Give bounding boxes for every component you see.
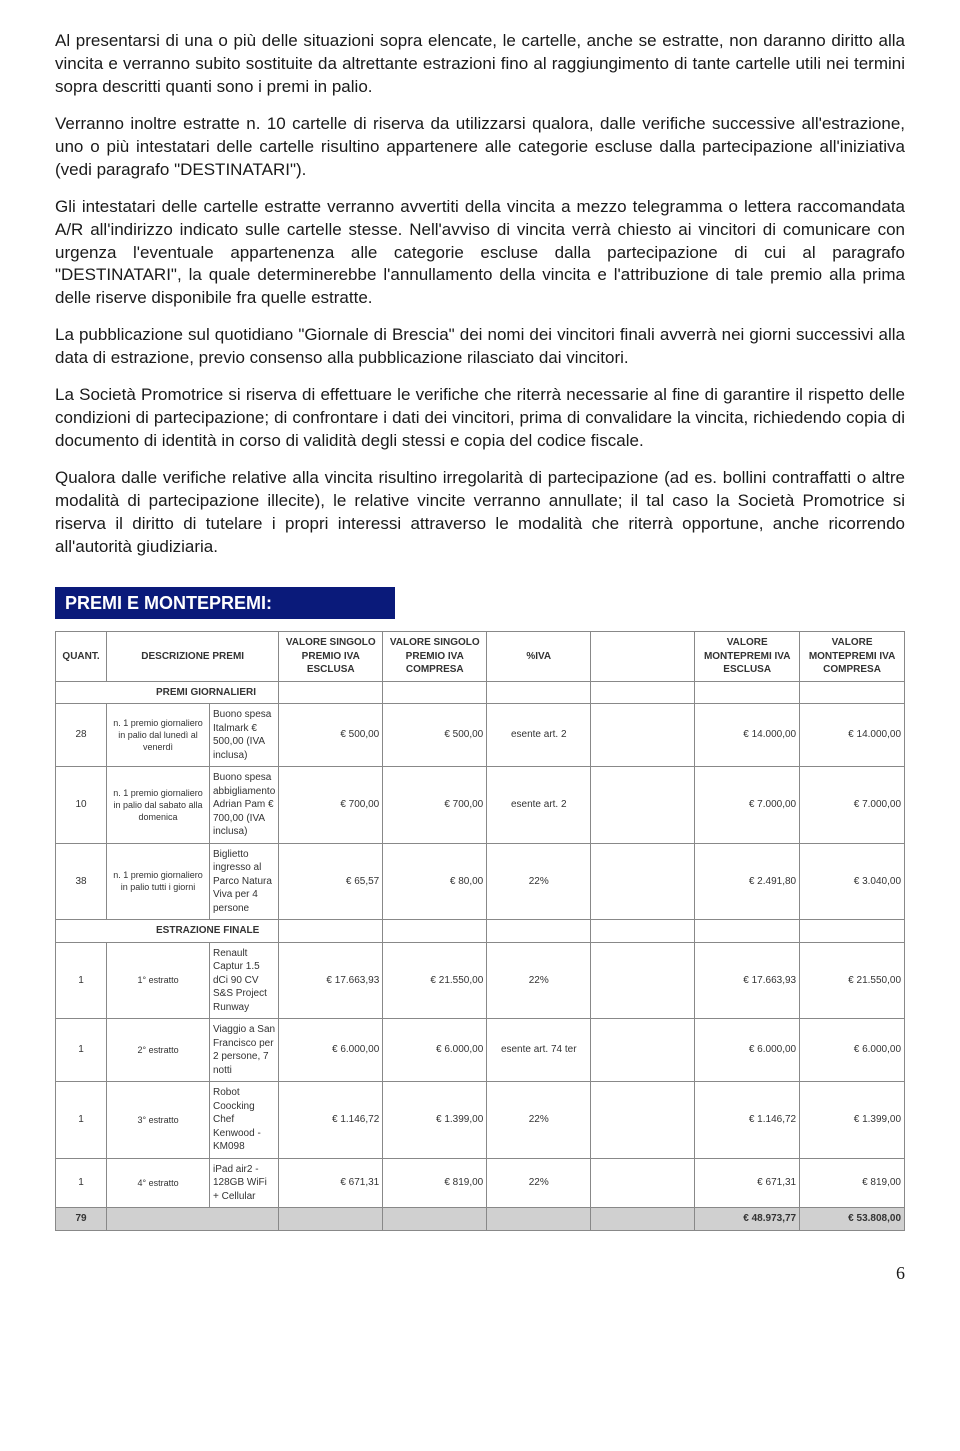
cell-iva: esente art. 74 ter — [487, 1019, 591, 1082]
cell-q: 10 — [56, 767, 107, 844]
col-descr: DESCRIZIONE PREMI — [107, 632, 279, 682]
table-row: 1 2° estratto Viaggio a San Francisco pe… — [56, 1019, 905, 1082]
cell-iva: 22% — [487, 1082, 591, 1159]
table-total-row: 79 € 48.973,77 € 53.808,00 — [56, 1208, 905, 1231]
cell-iva: 22% — [487, 843, 591, 920]
cell-sub: n. 1 premio giornaliero in palio tutti i… — [107, 843, 210, 920]
cell-q: 1 — [56, 1082, 107, 1159]
col-val-excl: VALORE SINGOLO PREMIO IVA ESCLUSA — [279, 632, 383, 682]
table-row: 1 4° estratto iPad air2 - 128GB WiFi + C… — [56, 1158, 905, 1208]
cell-desc: Buono spesa Italmark € 500,00 (IVA inclu… — [209, 704, 278, 767]
cell-q: 1 — [56, 942, 107, 1019]
cell-vexcl: € 1.146,72 — [279, 1082, 383, 1159]
col-val-incl: VALORE SINGOLO PREMIO IVA COMPRESA — [383, 632, 487, 682]
table-row: 10 n. 1 premio giornaliero in palio dal … — [56, 767, 905, 844]
cell-vincl: € 80,00 — [383, 843, 487, 920]
table-header-row: QUANT. DESCRIZIONE PREMI VALORE SINGOLO … — [56, 632, 905, 682]
cell-sub: 3° estratto — [107, 1082, 210, 1159]
cell-vincl: € 819,00 — [383, 1158, 487, 1208]
cell-sub: 4° estratto — [107, 1158, 210, 1208]
cell-vincl: € 6.000,00 — [383, 1019, 487, 1082]
cell-q: 1 — [56, 1019, 107, 1082]
cell-iva: 22% — [487, 942, 591, 1019]
cell-mincl: € 6.000,00 — [800, 1019, 905, 1082]
total-mexcl: € 48.973,77 — [695, 1208, 800, 1231]
cell-mexcl: € 6.000,00 — [695, 1019, 800, 1082]
cell-vexcl: € 6.000,00 — [279, 1019, 383, 1082]
subheader-daily: PREMI GIORNALIERI — [56, 681, 905, 704]
cell-vexcl: € 65,57 — [279, 843, 383, 920]
cell-q: 38 — [56, 843, 107, 920]
cell-vincl: € 1.399,00 — [383, 1082, 487, 1159]
prizes-table: QUANT. DESCRIZIONE PREMI VALORE SINGOLO … — [55, 631, 905, 1231]
cell-vexcl: € 17.663,93 — [279, 942, 383, 1019]
cell-mexcl: € 17.663,93 — [695, 942, 800, 1019]
cell-q: 28 — [56, 704, 107, 767]
paragraph-2: Verranno inoltre estratte n. 10 cartelle… — [55, 113, 905, 182]
cell-desc: iPad air2 - 128GB WiFi + Cellular — [209, 1158, 278, 1208]
cell-vexcl: € 700,00 — [279, 767, 383, 844]
cell-desc: Robot Coocking Chef Kenwood - KM098 — [209, 1082, 278, 1159]
table-row: 38 n. 1 premio giornaliero in palio tutt… — [56, 843, 905, 920]
cell-desc: Viaggio a San Francisco per 2 persone, 7… — [209, 1019, 278, 1082]
cell-sub: 2° estratto — [107, 1019, 210, 1082]
section-heading: PREMI E MONTEPREMI: — [55, 587, 395, 619]
paragraph-3: Gli intestatari delle cartelle estratte … — [55, 196, 905, 311]
cell-mincl: € 7.000,00 — [800, 767, 905, 844]
subheader-final-label: ESTRAZIONE FINALE — [56, 920, 279, 943]
col-mont-excl: VALORE MONTEPREMI IVA ESCLUSA — [695, 632, 800, 682]
cell-vincl: € 500,00 — [383, 704, 487, 767]
col-iva: %IVA — [487, 632, 591, 682]
page-number: 6 — [55, 1261, 905, 1285]
total-mincl: € 53.808,00 — [800, 1208, 905, 1231]
cell-vincl: € 21.550,00 — [383, 942, 487, 1019]
cell-desc: Buono spesa abbigliamento Adrian Pam € 7… — [209, 767, 278, 844]
cell-mexcl: € 1.146,72 — [695, 1082, 800, 1159]
col-quant: QUANT. — [56, 632, 107, 682]
table-row: 28 n. 1 premio giornaliero in palio dal … — [56, 704, 905, 767]
cell-vincl: € 700,00 — [383, 767, 487, 844]
cell-desc: Biglietto ingresso al Parco Natura Viva … — [209, 843, 278, 920]
paragraph-1: Al presentarsi di una o più delle situaz… — [55, 30, 905, 99]
cell-sub: 1° estratto — [107, 942, 210, 1019]
cell-mexcl: € 7.000,00 — [695, 767, 800, 844]
subheader-final: ESTRAZIONE FINALE — [56, 920, 905, 943]
cell-iva: esente art. 2 — [487, 704, 591, 767]
cell-mincl: € 3.040,00 — [800, 843, 905, 920]
paragraph-4: La pubblicazione sul quotidiano "Giornal… — [55, 324, 905, 370]
paragraph-5: La Società Promotrice si riserva di effe… — [55, 384, 905, 453]
table-row: 1 1° estratto Renault Captur 1.5 dCi 90 … — [56, 942, 905, 1019]
col-mont-incl: VALORE MONTEPREMI IVA COMPRESA — [800, 632, 905, 682]
total-q: 79 — [56, 1208, 107, 1231]
cell-mexcl: € 671,31 — [695, 1158, 800, 1208]
cell-sub: n. 1 premio giornaliero in palio dal sab… — [107, 767, 210, 844]
col-gap — [591, 632, 695, 682]
cell-q: 1 — [56, 1158, 107, 1208]
cell-mexcl: € 2.491,80 — [695, 843, 800, 920]
cell-desc: Renault Captur 1.5 dCi 90 CV S&S Project… — [209, 942, 278, 1019]
paragraph-6: Qualora dalle verifiche relative alla vi… — [55, 467, 905, 559]
subheader-daily-label: PREMI GIORNALIERI — [56, 681, 279, 704]
table-row: 1 3° estratto Robot Coocking Chef Kenwoo… — [56, 1082, 905, 1159]
cell-sub: n. 1 premio giornaliero in palio dal lun… — [107, 704, 210, 767]
cell-mincl: € 1.399,00 — [800, 1082, 905, 1159]
cell-mincl: € 819,00 — [800, 1158, 905, 1208]
cell-vexcl: € 671,31 — [279, 1158, 383, 1208]
cell-vexcl: € 500,00 — [279, 704, 383, 767]
cell-mincl: € 14.000,00 — [800, 704, 905, 767]
cell-mincl: € 21.550,00 — [800, 942, 905, 1019]
cell-mexcl: € 14.000,00 — [695, 704, 800, 767]
cell-iva: esente art. 2 — [487, 767, 591, 844]
cell-iva: 22% — [487, 1158, 591, 1208]
